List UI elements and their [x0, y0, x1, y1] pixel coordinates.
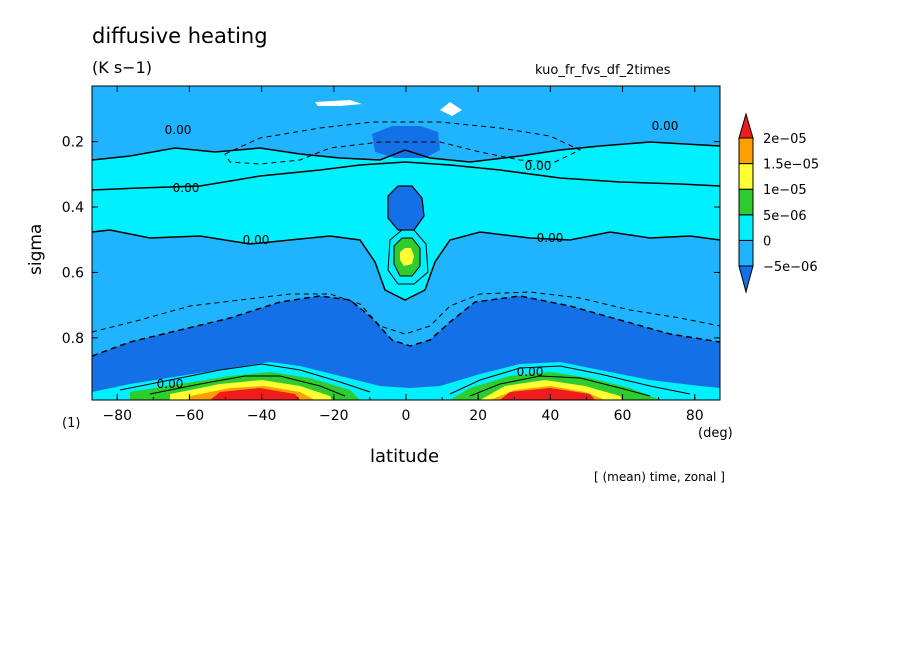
colorbar-label: 0	[763, 234, 771, 249]
negative-contour-outer	[92, 291, 720, 335]
zero-contour-upper	[92, 141, 720, 163]
y-axis: 0.2 0.4 0.6 0.8	[62, 135, 720, 347]
colorbar-top-arrow	[738, 112, 754, 139]
core-contour-1	[387, 185, 425, 231]
surface-band-red	[210, 388, 595, 400]
averaging-note: [ (mean) time, zonal ]	[594, 470, 725, 484]
run-name: kuo_fr_fvs_df_2times	[535, 63, 671, 78]
colorbar-bottom-arrow	[738, 265, 754, 294]
x-tick-label: −60	[175, 408, 205, 424]
colorbar-label: −5e−06	[763, 260, 818, 275]
zero-contour-mid	[92, 161, 720, 191]
x-tick-label: 80	[686, 408, 704, 424]
x-tick-label: 20	[469, 408, 487, 424]
zero-patch-1	[315, 100, 362, 106]
surface-contours	[119, 363, 691, 397]
contour-label: 0.00	[517, 365, 544, 379]
y-tick-label: 0.6	[62, 265, 84, 281]
colorbar: −5e−06 0 5e−06 1e−05 1.5e−05 2e−05	[738, 112, 819, 294]
chart-units: (K s−1)	[92, 58, 152, 77]
positive-core-inner	[400, 248, 414, 266]
contour-label: 0.00	[157, 377, 184, 391]
positive-band-main	[92, 162, 720, 300]
x-tick-label: 40	[541, 408, 559, 424]
zero-patch-2	[440, 102, 462, 116]
negative-core-mid	[388, 186, 424, 230]
negative-contour-top	[224, 121, 582, 165]
colorbar-segment	[738, 163, 754, 190]
negative-contour-lower	[92, 295, 720, 357]
core-contour-2	[387, 229, 429, 285]
colorbar-label: 2e−05	[763, 132, 807, 147]
x-tick-label: −20	[319, 408, 349, 424]
plot-area	[92, 86, 720, 400]
colorbar-label: 1.5e−05	[763, 158, 819, 173]
figure-number: (1)	[62, 416, 81, 431]
colorbar-label: 5e−06	[763, 209, 807, 224]
x-axis-unit: (deg)	[698, 426, 733, 441]
contour-label: 0.00	[525, 159, 552, 173]
contour-label: 0.00	[652, 119, 679, 133]
x-tick-label: −80	[102, 408, 132, 424]
contour-label: 0.00	[243, 233, 270, 247]
x-tick-label: 60	[614, 408, 632, 424]
colorbar-label: 1e−05	[763, 183, 807, 198]
y-tick-label: 0.4	[62, 200, 84, 216]
contour-label: 0.00	[173, 181, 200, 195]
zero-contour-lower	[92, 229, 720, 301]
contour-labels: 0.00 0.00 0.00 0.00 0.00 0.00 0.00 0.00	[157, 119, 679, 391]
chart-title: diffusive heating	[92, 24, 268, 48]
x-axis-label: latitude	[370, 446, 440, 467]
x-tick-label: 0	[402, 408, 411, 424]
y-tick-label: 0.8	[62, 331, 84, 347]
colorbar-segment	[738, 137, 754, 165]
x-axis: −80 −60 −40 −20 0 20 40 60 80	[102, 86, 704, 424]
colorbar-segment	[738, 239, 754, 267]
colorbar-segment	[738, 214, 754, 241]
y-tick-label: 0.2	[62, 135, 84, 151]
colorbar-segment	[738, 188, 754, 216]
x-tick-label: −40	[247, 408, 277, 424]
contour-label: 0.00	[165, 123, 192, 137]
contour-label: 0.00	[537, 231, 564, 245]
